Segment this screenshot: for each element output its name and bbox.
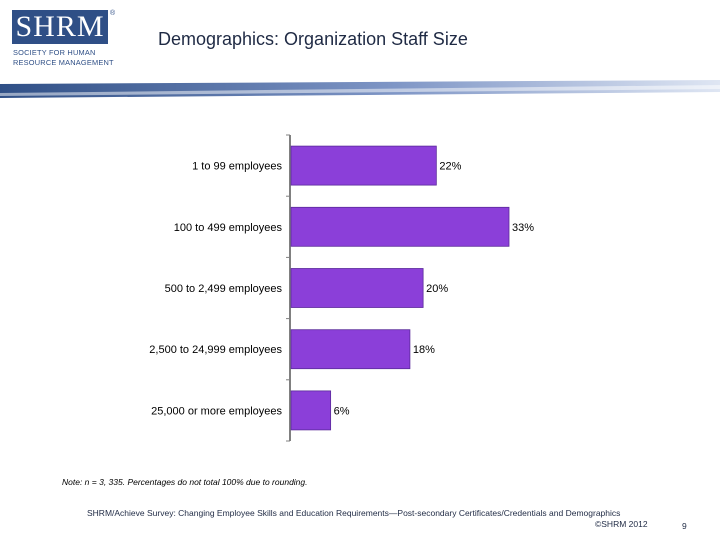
category-label: 1 to 99 employees bbox=[192, 161, 282, 173]
copyright: ©SHRM 2012 bbox=[595, 519, 648, 529]
category-label: 25,000 or more employees bbox=[151, 405, 282, 417]
page-title: Demographics: Organization Staff Size bbox=[158, 29, 468, 49]
category-label: 100 to 499 employees bbox=[174, 222, 283, 234]
category-label: 500 to 2,499 employees bbox=[165, 283, 283, 295]
data-label: 33% bbox=[512, 222, 534, 234]
source-citation: SHRM/Achieve Survey: Changing Employee S… bbox=[87, 508, 621, 518]
page-number: 9 bbox=[682, 521, 687, 531]
category-label: 2,500 to 24,999 employees bbox=[149, 344, 282, 356]
shrm-logo-mark: SHRM bbox=[12, 10, 108, 44]
registered-mark: ® bbox=[110, 10, 116, 17]
bar bbox=[290, 268, 424, 308]
header-band bbox=[0, 80, 720, 98]
data-label: 18% bbox=[413, 344, 435, 356]
data-label: 22% bbox=[439, 161, 461, 173]
data-label: 20% bbox=[426, 283, 448, 295]
logo-tagline-2: RESOURCE MANAGEMENT bbox=[13, 58, 114, 67]
logo-tagline-1: SOCIETY FOR HUMAN bbox=[13, 48, 96, 57]
data-label: 6% bbox=[334, 405, 350, 417]
bar bbox=[290, 329, 411, 370]
shrm-logo: SHRM ® SOCIETY FOR HUMAN RESOURCE MANAGE… bbox=[12, 10, 116, 76]
bar bbox=[290, 145, 437, 186]
bar bbox=[290, 206, 510, 247]
chart-note: Note: n = 3, 335. Percentages do not tot… bbox=[62, 477, 308, 487]
bar bbox=[290, 390, 332, 431]
